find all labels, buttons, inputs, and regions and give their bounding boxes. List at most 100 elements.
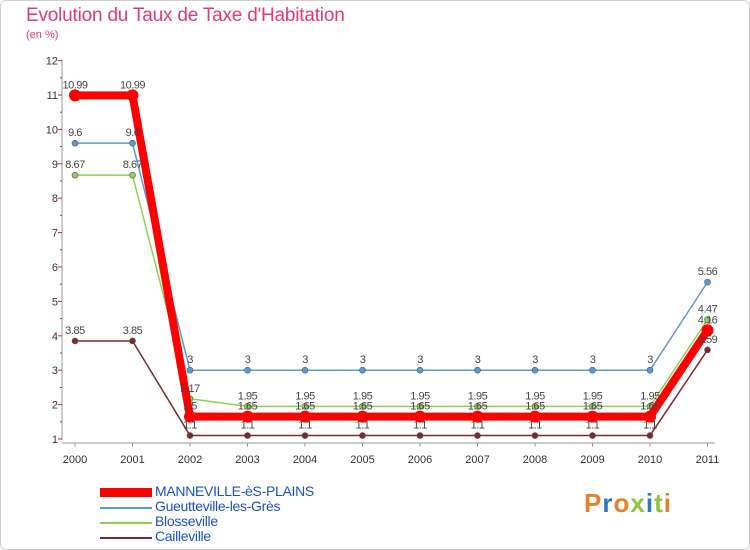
- data-label-main: 1.65: [583, 401, 603, 413]
- x-tick-label: 2004: [293, 454, 317, 466]
- data-label: 1.1: [241, 420, 255, 432]
- series-line-0: [71, 91, 712, 421]
- data-label: 3: [360, 354, 366, 366]
- series-point-0: [241, 410, 254, 423]
- data-label: 1.95: [583, 390, 603, 402]
- series-point-1: [704, 278, 711, 286]
- legend-label: Blosseville: [155, 513, 218, 529]
- legend-label: Cailleville: [155, 528, 211, 544]
- series-point-1: [129, 139, 136, 147]
- data-label-main: 1.65: [238, 401, 258, 413]
- data-label: 5.56: [698, 266, 718, 278]
- x-tick-label: 2008: [523, 454, 547, 466]
- legend-swatch: [100, 522, 152, 524]
- data-label: 3.59: [698, 334, 718, 346]
- y-tick-label: 5: [52, 296, 58, 308]
- logo-letter: x: [630, 488, 646, 518]
- series-point-1: [474, 366, 481, 374]
- data-label: 1.95: [468, 390, 488, 402]
- data-label: 3: [532, 354, 538, 366]
- series-point-3: [531, 432, 539, 439]
- series-point-3: [129, 337, 136, 345]
- x-tick-label: 2007: [465, 454, 489, 466]
- logo-letter: o: [613, 488, 631, 518]
- x-tick-label: 2000: [63, 454, 87, 466]
- data-label-main: 1.65: [410, 401, 430, 413]
- x-tick-label: 2002: [178, 454, 202, 466]
- series-point-3: [71, 337, 79, 345]
- logo-letter: t: [654, 488, 664, 518]
- x-tick-label: 2003: [235, 454, 259, 466]
- series-point-3: [359, 432, 366, 439]
- x-tick-label: 2006: [408, 454, 432, 466]
- legend-label: MANNEVILLE-èS-PLAINS: [155, 483, 314, 499]
- y-tick-label: 3: [52, 365, 58, 377]
- legend-swatch: [100, 537, 152, 539]
- series-point-3: [646, 432, 654, 439]
- data-label: 1.95: [353, 390, 373, 402]
- data-label: 1.5: [183, 401, 197, 413]
- y-tick-label: 9: [52, 159, 58, 171]
- data-label: 1.1: [413, 420, 427, 432]
- data-label: 10.99: [120, 79, 145, 91]
- series-point-1: [531, 366, 539, 374]
- data-label: 1.1: [586, 420, 600, 432]
- legend-swatch: [100, 488, 152, 497]
- series-point-1: [416, 366, 424, 374]
- series-point-3: [186, 432, 194, 439]
- series-point-0: [299, 410, 311, 423]
- series-point-2: [71, 171, 79, 179]
- logo-letter: i: [663, 488, 672, 518]
- y-tick-label: 2: [52, 400, 58, 412]
- x-tick-label: 2005: [350, 454, 374, 466]
- data-label: 1.1: [528, 420, 542, 432]
- logo-letter: i: [645, 488, 655, 518]
- series-point-2: [359, 403, 366, 410]
- series-point-1: [186, 366, 194, 374]
- data-label: 3: [302, 354, 308, 366]
- data-label: 9.6: [68, 127, 82, 139]
- legend-swatch: [100, 507, 152, 509]
- chart-title: Evolution du Taux de Taxe d'Habitation: [26, 5, 345, 26]
- data-label: 1.95: [238, 390, 258, 402]
- data-label: 10.99: [62, 79, 87, 91]
- data-label: 1.1: [183, 420, 197, 432]
- data-label-main: 1.65: [468, 401, 488, 413]
- series-point-2: [704, 316, 711, 323]
- proxiti-logo: Proxiti: [584, 488, 672, 519]
- data-label: 4.16: [698, 314, 718, 326]
- series-point-0: [644, 410, 656, 423]
- series-point-3: [474, 432, 481, 439]
- series-point-0: [126, 89, 139, 102]
- data-label-main: 1.65: [640, 401, 660, 413]
- data-label: 1.1: [643, 420, 657, 432]
- series-point-3: [416, 432, 424, 439]
- series-point-1: [646, 366, 654, 374]
- data-label: 4.47: [698, 304, 718, 316]
- series-point-3: [244, 432, 251, 439]
- series-point-2: [531, 403, 539, 410]
- series-point-3: [589, 432, 596, 439]
- data-label: 8.67: [123, 159, 143, 171]
- data-label-main: 1.65: [353, 401, 373, 413]
- y-axis-unit: (en %): [26, 29, 59, 41]
- data-label: 3.85: [65, 325, 85, 337]
- series-point-0: [701, 324, 714, 337]
- data-label: 3: [590, 354, 596, 366]
- data-label: 1.95: [525, 390, 545, 402]
- series-point-3: [301, 432, 309, 439]
- data-label-main: 1.65: [295, 401, 315, 413]
- series-point-3: [704, 346, 711, 354]
- x-tick-label: 2010: [638, 454, 662, 466]
- data-label: 3: [245, 354, 251, 366]
- y-tick-label: 6: [52, 262, 58, 274]
- data-label: 2.17: [180, 383, 200, 395]
- series-point-0: [586, 410, 599, 423]
- data-label: 3: [187, 354, 193, 366]
- data-label-main: 1.65: [525, 401, 545, 413]
- data-label: 1.1: [471, 420, 485, 432]
- logo-letter: r: [602, 488, 614, 518]
- series-point-0: [529, 410, 541, 423]
- legend-label: Gueutteville-les-Grès: [155, 498, 281, 514]
